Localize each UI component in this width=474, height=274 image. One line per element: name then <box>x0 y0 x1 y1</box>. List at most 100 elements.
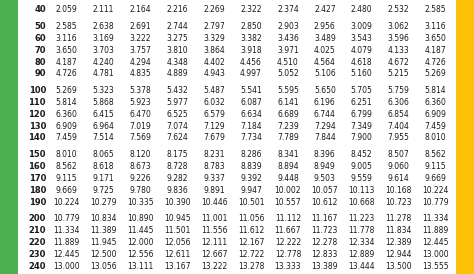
Text: 10.779: 10.779 <box>422 198 449 207</box>
Text: 2.903: 2.903 <box>277 22 299 31</box>
Text: 6.634: 6.634 <box>240 110 262 119</box>
Text: 9.448: 9.448 <box>277 174 299 183</box>
Text: 2.164: 2.164 <box>129 5 151 15</box>
Text: 6.087: 6.087 <box>240 98 262 107</box>
Text: 5.160: 5.160 <box>351 69 373 78</box>
Text: 12.778: 12.778 <box>275 250 301 259</box>
Text: 4.889: 4.889 <box>166 69 188 78</box>
Text: 12.944: 12.944 <box>385 250 412 259</box>
Text: 2.111: 2.111 <box>93 5 114 15</box>
Text: 5.759: 5.759 <box>388 86 410 95</box>
Text: 5.923: 5.923 <box>129 98 151 107</box>
Text: 7.844: 7.844 <box>314 133 336 142</box>
Text: 11.334: 11.334 <box>53 226 80 235</box>
Text: 3.596: 3.596 <box>388 34 410 43</box>
Text: 13.389: 13.389 <box>311 262 338 271</box>
Text: 13.000: 13.000 <box>422 250 449 259</box>
Text: 11.556: 11.556 <box>201 226 228 235</box>
Text: 10.612: 10.612 <box>311 198 338 207</box>
Text: 4.781: 4.781 <box>92 69 114 78</box>
Text: 9.836: 9.836 <box>166 186 188 195</box>
Text: 140: 140 <box>28 133 46 142</box>
Text: 4.240: 4.240 <box>92 58 114 67</box>
Text: 3.116: 3.116 <box>425 22 447 31</box>
Text: 13.500: 13.500 <box>385 262 412 271</box>
Text: 5.432: 5.432 <box>166 86 188 95</box>
Text: 2.322: 2.322 <box>240 5 262 15</box>
Text: 8.452: 8.452 <box>351 150 373 159</box>
Text: 13.000: 13.000 <box>53 262 80 271</box>
Text: 130: 130 <box>28 122 46 131</box>
Text: 6.251: 6.251 <box>351 98 373 107</box>
Text: 10.834: 10.834 <box>90 214 117 223</box>
Text: 5.705: 5.705 <box>351 86 373 95</box>
Text: 11.278: 11.278 <box>385 214 412 223</box>
Text: 2.691: 2.691 <box>129 22 151 31</box>
Text: 8.839: 8.839 <box>240 162 262 171</box>
Text: 190: 190 <box>28 198 46 207</box>
Text: 9.559: 9.559 <box>351 174 373 183</box>
Text: 8.562: 8.562 <box>425 150 447 159</box>
Text: 3.650: 3.650 <box>425 34 447 43</box>
Text: 11.723: 11.723 <box>311 226 338 235</box>
Text: 10.335: 10.335 <box>127 198 154 207</box>
Text: 12.889: 12.889 <box>348 250 375 259</box>
Text: 4.618: 4.618 <box>351 58 373 67</box>
Text: 7.955: 7.955 <box>388 133 410 142</box>
Text: 120: 120 <box>28 110 46 119</box>
Text: 8.341: 8.341 <box>277 150 299 159</box>
Text: 50: 50 <box>35 22 46 31</box>
Text: 10.501: 10.501 <box>238 198 264 207</box>
Text: 7.624: 7.624 <box>166 133 188 142</box>
Text: 6.415: 6.415 <box>92 110 114 119</box>
Text: 170: 170 <box>28 174 46 183</box>
Text: 5.378: 5.378 <box>129 86 151 95</box>
Text: 4.726: 4.726 <box>425 58 447 67</box>
Text: 4.348: 4.348 <box>166 58 188 67</box>
Text: 10.279: 10.279 <box>90 198 117 207</box>
Text: 12.389: 12.389 <box>385 238 412 247</box>
Text: 9.115: 9.115 <box>425 162 447 171</box>
Text: 6.032: 6.032 <box>203 98 225 107</box>
Text: 6.306: 6.306 <box>388 98 410 107</box>
Text: 7.679: 7.679 <box>203 133 225 142</box>
Text: 3.382: 3.382 <box>240 34 262 43</box>
Text: 10.113: 10.113 <box>348 186 375 195</box>
Text: 11.889: 11.889 <box>422 226 449 235</box>
Text: 3.329: 3.329 <box>203 34 225 43</box>
Text: 5.487: 5.487 <box>203 86 225 95</box>
Text: 9.282: 9.282 <box>166 174 188 183</box>
Text: 9.669: 9.669 <box>55 186 77 195</box>
Text: 2.269: 2.269 <box>203 5 225 15</box>
Text: 7.459: 7.459 <box>425 122 447 131</box>
Text: 9.171: 9.171 <box>92 174 114 183</box>
Text: 2.532: 2.532 <box>388 5 410 15</box>
Text: 230: 230 <box>28 250 46 259</box>
Text: 5.052: 5.052 <box>277 69 299 78</box>
Text: 4.133: 4.133 <box>388 46 410 55</box>
Text: 8.618: 8.618 <box>92 162 114 171</box>
Text: 2.480: 2.480 <box>351 5 373 15</box>
Text: 220: 220 <box>28 238 46 247</box>
Text: 13.111: 13.111 <box>127 262 154 271</box>
Text: 4.025: 4.025 <box>314 46 336 55</box>
Text: 6.964: 6.964 <box>92 122 114 131</box>
Text: 6.909: 6.909 <box>55 122 77 131</box>
Text: 11.334: 11.334 <box>422 214 449 223</box>
Text: 8.562: 8.562 <box>55 162 77 171</box>
Text: 12.445: 12.445 <box>53 250 80 259</box>
Text: 3.009: 3.009 <box>351 22 373 31</box>
Text: 9.226: 9.226 <box>129 174 151 183</box>
Text: 210: 210 <box>28 226 46 235</box>
Text: 13.555: 13.555 <box>422 262 449 271</box>
Text: 160: 160 <box>28 162 46 171</box>
Text: 9.060: 9.060 <box>388 162 410 171</box>
Text: 12.833: 12.833 <box>311 250 338 259</box>
Text: 12.222: 12.222 <box>275 238 301 247</box>
Text: 3.650: 3.650 <box>55 46 77 55</box>
Text: 11.501: 11.501 <box>164 226 191 235</box>
Text: 2.216: 2.216 <box>166 5 188 15</box>
Text: 4.997: 4.997 <box>240 69 262 78</box>
Text: 11.223: 11.223 <box>348 214 375 223</box>
Text: 10.390: 10.390 <box>164 198 191 207</box>
